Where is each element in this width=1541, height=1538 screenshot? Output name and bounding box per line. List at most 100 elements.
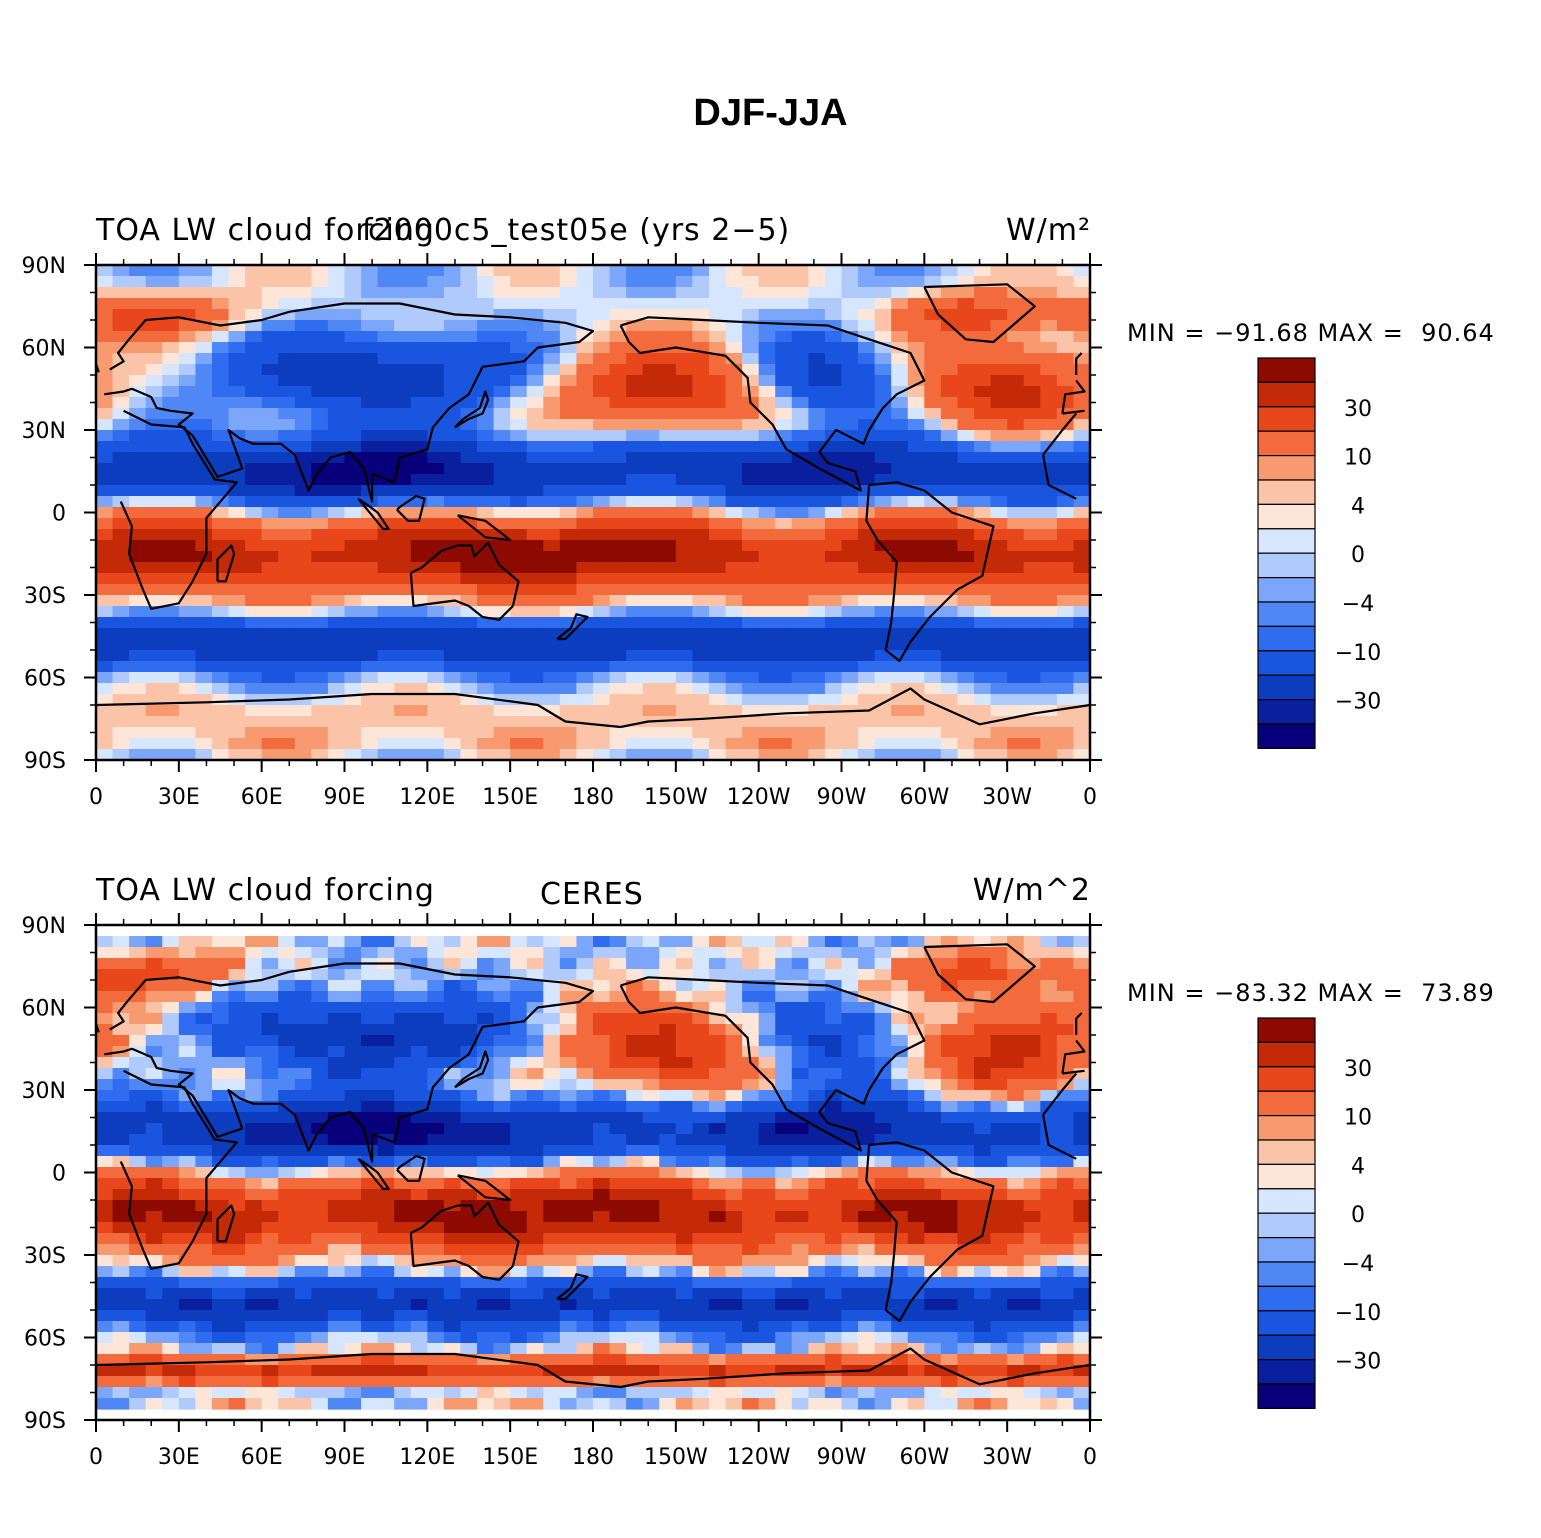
field-cell [642,1024,660,1036]
field-cell [791,1013,809,1025]
field-cell [559,320,578,332]
field-cell [377,980,395,992]
field-cell [178,1189,196,1201]
field-cell [1073,1211,1091,1223]
field-cell [808,672,826,684]
field-cell [576,441,594,453]
field-cell [742,1189,760,1201]
field-cell [858,1189,876,1201]
field-cell [692,650,710,662]
field-cell [874,1156,892,1168]
field-cell [410,353,428,365]
field-cell [874,1024,892,1036]
field-cell [195,441,213,453]
field-cell [278,386,296,398]
field-cell [211,1002,230,1014]
field-cell [808,1288,826,1300]
field-cell [708,1035,727,1047]
field-cell [708,991,727,1003]
field-cell [195,1266,213,1278]
field-cell [841,683,859,695]
field-cell [526,1288,544,1300]
field-cell [642,1046,660,1058]
field-cell [477,331,495,343]
field-cell [907,419,925,431]
field-cell [642,1266,660,1278]
field-cell [1073,1200,1091,1212]
field-cell [1040,617,1058,629]
field-cell [96,661,114,673]
field-cell [195,749,213,761]
field-cell [543,683,561,695]
field-cell [526,287,544,299]
field-cell [129,716,147,728]
field-cell [361,1090,379,1102]
field-cell [791,683,809,695]
field-cell [394,1299,412,1311]
field-cell [261,529,279,541]
field-cell [758,342,776,354]
field-cell [642,562,660,574]
field-cell [145,1024,163,1036]
field-cell [708,936,727,948]
field-cell [907,1299,925,1311]
field-cell [692,287,710,299]
field-cell [526,540,544,552]
field-cell [609,518,627,530]
field-cell [609,1211,627,1223]
field-cell [477,661,495,673]
field-cell [112,727,130,739]
field-cell [626,1112,644,1124]
field-cell [824,518,843,530]
field-cell [344,606,362,618]
field-cell [974,441,992,453]
field-cell [245,595,263,607]
field-cell [129,936,147,948]
field-cell [211,265,230,277]
field-cell [841,1244,859,1256]
field-cell [841,1101,859,1113]
field-cell [211,1024,230,1036]
field-cell [344,1200,362,1212]
field-cell [394,947,412,959]
field-cell [162,1310,180,1322]
field-cell [891,441,909,453]
field-cell [559,1299,578,1311]
field-cell [145,1310,163,1322]
field-cell [493,331,511,343]
field-cell [1056,1002,1075,1014]
field-cell [907,1156,925,1168]
field-cell [642,1167,660,1179]
field-cell [129,518,147,530]
field-cell [327,1233,346,1245]
field-cell [361,705,379,717]
field-cell [294,606,312,618]
field-cell [742,1178,760,1190]
field-cell [394,1068,412,1080]
field-cell [675,1090,693,1102]
field-cell [1007,639,1025,651]
field-cell [178,639,196,651]
field-cell [1023,1189,1041,1201]
field-cell [477,1288,495,1300]
field-cell [510,1310,528,1322]
field-cell [791,1134,809,1146]
field-cell [659,650,677,662]
field-cell [327,551,346,563]
field-cell [841,584,859,596]
field-cell [924,1299,942,1311]
field-cell [178,947,196,959]
field-cell [725,1233,743,1245]
field-cell [1056,309,1075,321]
field-cell [907,1233,925,1245]
field-cell [675,1145,693,1157]
field-cell [559,518,578,530]
field-cell [725,1211,743,1223]
field-cell [129,375,147,387]
field-cell [841,1035,859,1047]
field-cell [791,485,809,497]
field-cell [576,1277,594,1289]
field-cell [427,562,445,574]
field-cell [211,573,230,585]
field-cell [924,595,942,607]
